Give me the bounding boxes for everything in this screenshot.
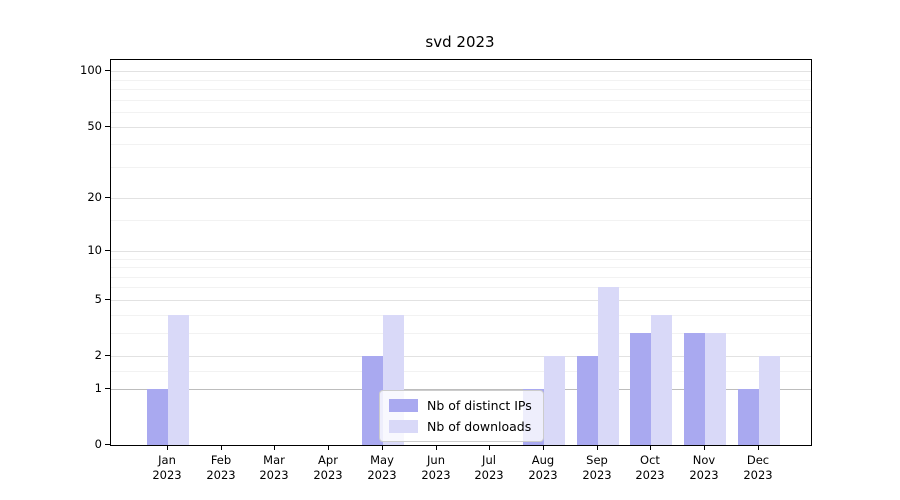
y-tick-mark-1 — [105, 388, 110, 389]
gridline-5 — [111, 300, 811, 301]
legend: Nb of distinct IPs Nb of downloads — [379, 390, 544, 442]
x-tick-label-jan: Jan 2023 — [152, 453, 182, 482]
legend-swatch-distinct-ips — [389, 399, 418, 412]
gridline-minor — [111, 277, 811, 278]
gridline-minor — [111, 89, 811, 90]
x-tick-mark-9 — [597, 445, 598, 450]
gridline-minor — [111, 315, 811, 316]
gridline-minor — [111, 112, 811, 113]
bar-downloads-nov — [705, 333, 726, 445]
x-tick-mark-11 — [704, 445, 705, 450]
y-tick-label-2: 2 — [94, 348, 102, 362]
x-tick-mark-3 — [274, 445, 275, 450]
x-tick-label-jul: Jul 2023 — [474, 453, 504, 482]
x-tick-label-oct: Oct 2023 — [635, 453, 665, 482]
legend-swatch-downloads — [389, 420, 418, 433]
x-tick-label-dec: Dec 2023 — [743, 453, 773, 482]
y-tick-label-0: 0 — [94, 437, 102, 451]
gridline-10 — [111, 251, 811, 252]
gridline-minor — [111, 259, 811, 260]
gridline-minor — [111, 267, 811, 268]
gridline-minor — [111, 287, 811, 288]
y-tick-mark-100 — [105, 70, 110, 71]
legend-label-distinct-ips: Nb of distinct IPs — [427, 398, 532, 413]
gridline-minor — [111, 333, 811, 334]
gridline-minor — [111, 167, 811, 168]
bar-ips-dec — [738, 389, 759, 445]
gridline-100 — [111, 71, 811, 72]
x-tick-label-feb: Feb 2023 — [206, 453, 236, 482]
x-tick-label-sep: Sep 2023 — [582, 453, 612, 482]
y-tick-label-100: 100 — [80, 63, 102, 77]
bar-downloads-oct — [651, 315, 672, 445]
gridline-1 — [111, 389, 811, 390]
y-tick-label-5: 5 — [94, 292, 102, 306]
x-tick-label-apr: Apr 2023 — [313, 453, 343, 482]
y-tick-label-10: 10 — [87, 243, 102, 257]
x-tick-mark-5 — [382, 445, 383, 450]
x-tick-mark-8 — [543, 445, 544, 450]
x-tick-mark-10 — [650, 445, 651, 450]
x-tick-mark-2 — [221, 445, 222, 450]
legend-item-distinct-ips: Nb of distinct IPs — [389, 398, 532, 413]
plot-area: Nb of distinct IPs Nb of downloads — [110, 59, 812, 446]
x-tick-mark-6 — [436, 445, 437, 450]
legend-label-downloads: Nb of downloads — [427, 419, 532, 434]
y-tick-mark-0 — [105, 444, 110, 445]
gridline-2 — [111, 356, 811, 357]
x-tick-label-nov: Nov 2023 — [689, 453, 719, 482]
bar-downloads-dec — [759, 356, 780, 445]
bar-downloads-jan — [168, 315, 189, 445]
chart-title: svd 2023 — [425, 33, 495, 51]
bar-ips-oct — [630, 333, 651, 445]
bar-downloads-sep — [598, 287, 619, 445]
gridline-minor — [111, 371, 811, 372]
y-tick-mark-20 — [105, 197, 110, 198]
gridline-minor — [111, 220, 811, 221]
bar-downloads-aug — [544, 356, 565, 445]
x-tick-label-aug: Aug 2023 — [528, 453, 558, 482]
bar-ips-may — [362, 356, 383, 445]
gridline-minor — [111, 80, 811, 81]
gridline-minor — [111, 144, 811, 145]
x-tick-mark-4 — [328, 445, 329, 450]
x-tick-mark-1 — [167, 445, 168, 450]
x-tick-label-mar: Mar 2023 — [259, 453, 289, 482]
x-tick-label-may: May 2023 — [367, 453, 397, 482]
gridline-20 — [111, 198, 811, 199]
gridline-minor — [111, 100, 811, 101]
x-tick-label-jun: Jun 2023 — [421, 453, 451, 482]
y-tick-mark-2 — [105, 355, 110, 356]
y-tick-label-1: 1 — [94, 381, 102, 395]
bar-ips-jan — [147, 389, 168, 445]
bar-ips-sep — [577, 356, 598, 445]
y-tick-mark-5 — [105, 299, 110, 300]
y-tick-mark-10 — [105, 250, 110, 251]
x-tick-mark-7 — [489, 445, 490, 450]
legend-item-downloads: Nb of downloads — [389, 419, 532, 434]
x-tick-mark-12 — [758, 445, 759, 450]
y-tick-mark-50 — [105, 126, 110, 127]
gridline-50 — [111, 127, 811, 128]
y-tick-label-50: 50 — [87, 119, 102, 133]
bar-ips-nov — [684, 333, 705, 445]
y-tick-label-20: 20 — [87, 190, 102, 204]
